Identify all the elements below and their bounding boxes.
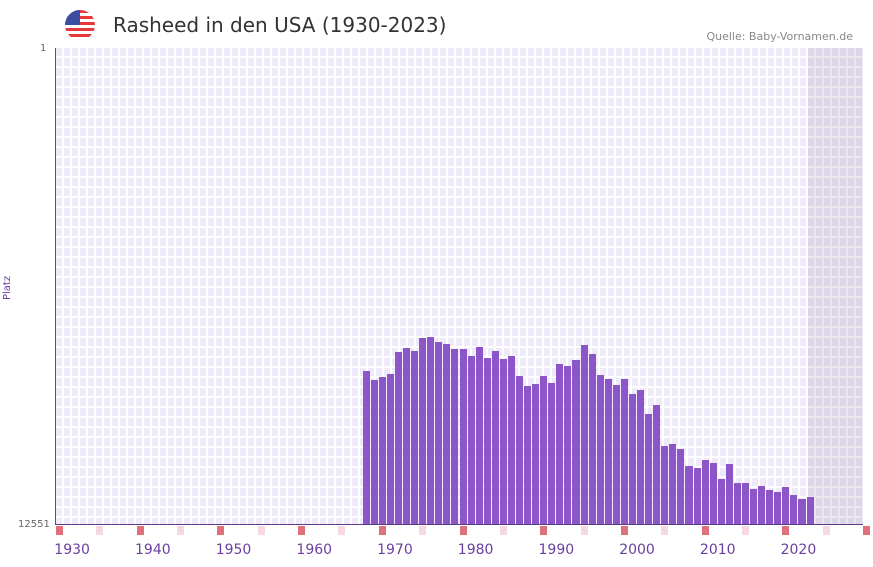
year-marker bbox=[782, 526, 790, 535]
bar-1990[interactable] bbox=[556, 364, 564, 525]
year-marker bbox=[580, 526, 588, 535]
bar-1989[interactable] bbox=[548, 383, 556, 525]
bar-1994[interactable] bbox=[588, 354, 596, 525]
x-tick-label: 1990 bbox=[538, 542, 575, 558]
year-marker bbox=[822, 526, 830, 535]
bar-1981[interactable] bbox=[483, 358, 491, 525]
bar-2010[interactable] bbox=[717, 479, 725, 525]
bar-1998[interactable] bbox=[620, 379, 628, 525]
bar-2015[interactable] bbox=[758, 486, 766, 525]
bar-2006[interactable] bbox=[685, 466, 693, 525]
x-tick-label: 1940 bbox=[135, 542, 171, 558]
bar-1968[interactable] bbox=[378, 376, 386, 525]
bar-2011[interactable] bbox=[725, 463, 733, 525]
bar-2007[interactable] bbox=[693, 467, 701, 525]
bar-1991[interactable] bbox=[564, 366, 572, 525]
year-marker bbox=[661, 526, 669, 535]
year-marker bbox=[540, 526, 548, 535]
x-tick-label: 2020 bbox=[780, 542, 817, 558]
bar-1976[interactable] bbox=[443, 344, 451, 525]
bar-2017[interactable] bbox=[774, 492, 782, 525]
bar-1967[interactable] bbox=[370, 379, 378, 525]
bar-2018[interactable] bbox=[782, 486, 790, 525]
year-marker bbox=[217, 526, 225, 535]
bar-2008[interactable] bbox=[701, 460, 709, 525]
bar-1985[interactable] bbox=[515, 376, 524, 525]
year-marker bbox=[863, 526, 870, 535]
bar-2012[interactable] bbox=[733, 483, 741, 525]
x-tick-label: 2000 bbox=[619, 542, 655, 558]
bar-1970[interactable] bbox=[394, 351, 402, 525]
year-marker bbox=[177, 526, 185, 535]
bar-2014[interactable] bbox=[750, 489, 758, 525]
bar-2020[interactable] bbox=[798, 499, 806, 525]
bar-2004[interactable] bbox=[669, 444, 677, 525]
bar-1979[interactable] bbox=[467, 356, 475, 525]
bar-1974[interactable] bbox=[427, 337, 435, 525]
year-marker bbox=[620, 526, 628, 535]
y-tick-label: 1 bbox=[40, 43, 47, 54]
year-marker bbox=[378, 526, 386, 535]
bar-1984[interactable] bbox=[507, 356, 515, 525]
source-link[interactable]: Quelle: Baby-Vornamen.de bbox=[706, 30, 853, 43]
bar-1999[interactable] bbox=[628, 394, 637, 525]
x-tick-label: 1950 bbox=[215, 542, 252, 558]
y-tick-label: 12551 bbox=[18, 519, 50, 530]
x-axis bbox=[56, 524, 863, 525]
x-tick-label: 2010 bbox=[699, 542, 736, 558]
bar-2001[interactable] bbox=[645, 414, 653, 525]
year-marker bbox=[419, 526, 427, 535]
year-marker bbox=[741, 526, 749, 535]
bar-1996[interactable] bbox=[604, 379, 612, 525]
chart-title: Rasheed in den USA (1930-2023) bbox=[113, 13, 447, 37]
bar-2000[interactable] bbox=[637, 390, 645, 525]
bar-1987[interactable] bbox=[532, 384, 540, 525]
bar-1986[interactable] bbox=[524, 386, 532, 525]
bar-2009[interactable] bbox=[709, 463, 717, 525]
year-marker bbox=[56, 526, 63, 535]
bar-2021[interactable] bbox=[806, 496, 814, 525]
bar-1992[interactable] bbox=[572, 360, 580, 525]
plot-area bbox=[56, 48, 863, 525]
bar-2002[interactable] bbox=[653, 405, 661, 525]
bar-2019[interactable] bbox=[790, 495, 798, 525]
bar-1997[interactable] bbox=[612, 385, 620, 525]
year-marker bbox=[298, 526, 306, 535]
bar-2016[interactable] bbox=[766, 489, 774, 525]
year-marker bbox=[338, 526, 346, 535]
bar-1995[interactable] bbox=[596, 375, 604, 525]
year-marker bbox=[499, 526, 507, 535]
bar-1966[interactable] bbox=[362, 371, 370, 525]
bar-2003[interactable] bbox=[661, 446, 669, 525]
year-marker bbox=[459, 526, 467, 535]
y-axis-title: Platz bbox=[2, 275, 13, 300]
us-flag-icon bbox=[65, 10, 95, 40]
year-marker bbox=[257, 526, 265, 535]
x-tick-label: 1970 bbox=[377, 542, 413, 558]
bar-1977[interactable] bbox=[451, 349, 459, 525]
bar-2013[interactable] bbox=[741, 483, 749, 525]
x-tick-label: 1960 bbox=[296, 542, 333, 558]
bar-1993[interactable] bbox=[580, 345, 588, 525]
bar-1982[interactable] bbox=[491, 351, 499, 525]
bar-1973[interactable] bbox=[419, 338, 427, 525]
bar-2005[interactable] bbox=[677, 449, 685, 525]
bar-1983[interactable] bbox=[499, 359, 507, 525]
bar-1978[interactable] bbox=[459, 349, 467, 525]
bar-1969[interactable] bbox=[386, 373, 394, 525]
x-tick-label: 1980 bbox=[457, 542, 494, 558]
y-axis bbox=[55, 48, 56, 525]
bar-1971[interactable] bbox=[403, 348, 411, 525]
year-marker bbox=[701, 526, 709, 535]
bar-1975[interactable] bbox=[435, 342, 443, 525]
bar-1972[interactable] bbox=[411, 351, 419, 525]
year-marker bbox=[136, 526, 144, 535]
bar-1988[interactable] bbox=[540, 376, 548, 525]
bar-1980[interactable] bbox=[475, 347, 483, 525]
future-shading bbox=[808, 48, 863, 525]
x-tick-label: 1930 bbox=[54, 542, 90, 558]
year-marker bbox=[96, 526, 104, 535]
